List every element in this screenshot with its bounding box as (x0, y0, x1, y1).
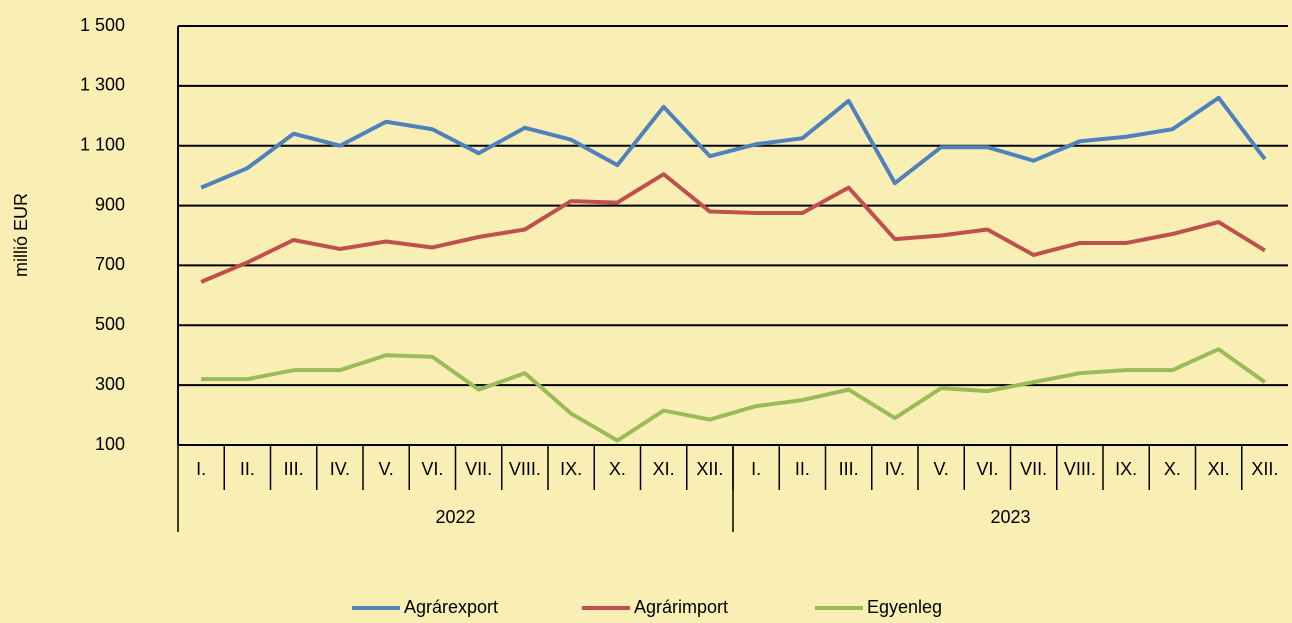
line-series (200, 172, 1266, 284)
x-tick-label: XI. (653, 459, 675, 479)
x-tick-label: VII. (465, 459, 492, 479)
legend-label: Agrárexport (404, 597, 498, 617)
x-tick-label: IX. (1115, 459, 1137, 479)
x-tick-label: VI. (976, 459, 998, 479)
legend-label: Egyenleg (867, 597, 942, 617)
x-tick-label: X. (1164, 459, 1181, 479)
legend-label: Agrárimport (634, 597, 728, 617)
x-tick-label: VII. (1020, 459, 1047, 479)
x-tick-label: XII. (696, 459, 723, 479)
x-tick-label: IV. (885, 459, 905, 479)
x-tick-label: II. (240, 459, 255, 479)
y-tick-label: 900 (95, 194, 125, 214)
y-tick-label: 700 (95, 254, 125, 274)
line-series (201, 347, 1267, 443)
y-tick-label: 1 300 (80, 75, 125, 95)
y-tick-label: 1 100 (80, 134, 125, 154)
x-tick-label: XI. (1208, 459, 1230, 479)
x-tick-label: VI. (421, 459, 443, 479)
x-tick-label: IX. (560, 459, 582, 479)
x-tick-label: IV. (330, 459, 350, 479)
y-tick-label: 1 500 (80, 15, 125, 35)
group-label: 2022 (435, 507, 475, 527)
x-tick-label: I. (751, 459, 761, 479)
y-tick-label: 500 (95, 314, 125, 334)
x-tick-label: VIII. (509, 459, 541, 479)
y-tick-label: 100 (95, 434, 125, 454)
x-tick-label: V. (378, 459, 393, 479)
line-series (200, 95, 1267, 190)
x-tick-label: X. (609, 459, 626, 479)
x-tick-label: V. (933, 459, 948, 479)
y-tick-label: 300 (95, 374, 125, 394)
x-tick-label: XII. (1251, 459, 1278, 479)
x-tick-label: III. (284, 459, 304, 479)
group-label: 2023 (990, 507, 1030, 527)
x-tick-label: I. (196, 459, 206, 479)
x-tick-label: VIII. (1064, 459, 1096, 479)
x-tick-label: II. (795, 459, 810, 479)
x-tick-label: III. (839, 459, 859, 479)
y-axis-label: millió EUR (11, 193, 31, 277)
